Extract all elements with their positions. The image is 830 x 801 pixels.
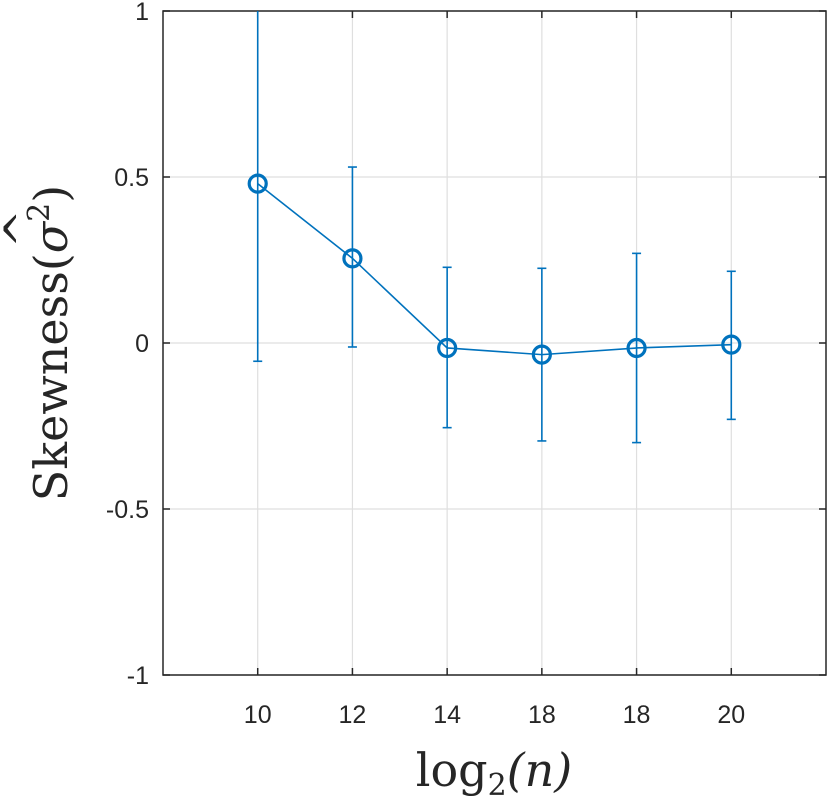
x-axis-ticks: 10 12 14 18 18 20 <box>244 11 745 729</box>
y-axis-label: Skewness(σ2) ^ <box>0 185 78 501</box>
y-tick-label: 0 <box>135 330 149 358</box>
y-axis-label-hat: ^ <box>0 209 48 248</box>
y-tick-label: -0.5 <box>106 496 149 524</box>
data-point-marker <box>342 248 363 269</box>
x-tick-label: 20 <box>717 701 745 729</box>
x-tick-label: 14 <box>433 701 461 729</box>
x-tick-label: 18 <box>623 701 651 729</box>
x-axis-label: log2(n) <box>416 743 572 801</box>
y-tick-label: -1 <box>127 662 149 690</box>
data-point-marker <box>531 344 552 365</box>
data-point-marker <box>626 337 647 359</box>
x-tick-label: 18 <box>528 701 556 729</box>
x-tick-label: 10 <box>244 701 272 729</box>
svg-text:Skewness(σ2): Skewness(σ2) <box>22 185 78 501</box>
y-axis-ticks: -1 -0.5 0 0.5 1 <box>106 0 826 690</box>
data-point-marker <box>437 337 458 359</box>
series-line <box>257 183 732 356</box>
series <box>247 11 742 444</box>
data-point-marker <box>247 173 268 194</box>
y-tick-label: 1 <box>135 0 149 26</box>
y-tick-label: 0.5 <box>114 164 149 192</box>
x-tick-label: 12 <box>339 701 367 729</box>
data-point-marker <box>721 334 742 355</box>
grid-lines <box>163 10 826 676</box>
